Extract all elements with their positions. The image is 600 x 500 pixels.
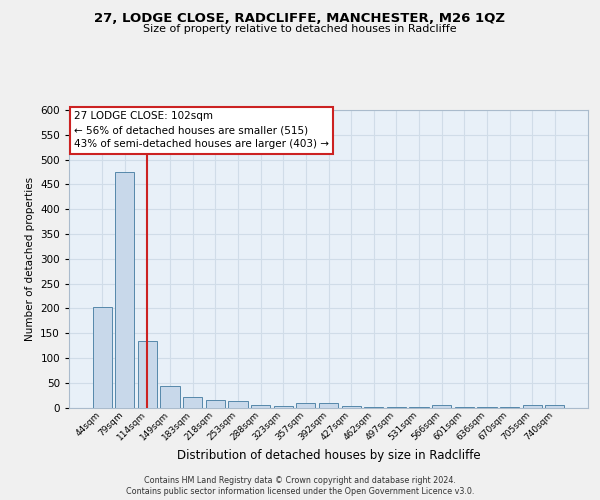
Bar	[115, 172, 134, 408]
Bar	[138, 340, 157, 407]
Bar	[229, 401, 248, 407]
Bar	[523, 405, 542, 407]
Bar	[296, 402, 316, 407]
Text: 27 LODGE CLOSE: 102sqm
← 56% of detached houses are smaller (515)
43% of semi-de: 27 LODGE CLOSE: 102sqm ← 56% of detached…	[74, 112, 329, 150]
Text: Contains HM Land Registry data © Crown copyright and database right 2024.: Contains HM Land Registry data © Crown c…	[144, 476, 456, 485]
Bar	[477, 406, 497, 408]
Bar	[500, 406, 519, 408]
Bar	[274, 406, 293, 407]
Bar	[251, 405, 270, 407]
Bar	[160, 386, 180, 407]
Bar	[183, 396, 202, 407]
Bar	[341, 406, 361, 407]
Bar	[364, 406, 383, 408]
Bar	[319, 402, 338, 407]
Y-axis label: Number of detached properties: Number of detached properties	[25, 176, 35, 341]
Bar	[92, 307, 112, 408]
Text: Size of property relative to detached houses in Radcliffe: Size of property relative to detached ho…	[143, 24, 457, 34]
Bar	[545, 405, 565, 407]
Bar	[387, 406, 406, 408]
Bar	[409, 406, 428, 408]
Bar	[455, 406, 474, 408]
Bar	[432, 405, 451, 407]
Bar	[206, 400, 225, 407]
X-axis label: Distribution of detached houses by size in Radcliffe: Distribution of detached houses by size …	[176, 450, 481, 462]
Text: Contains public sector information licensed under the Open Government Licence v3: Contains public sector information licen…	[126, 487, 474, 496]
Text: 27, LODGE CLOSE, RADCLIFFE, MANCHESTER, M26 1QZ: 27, LODGE CLOSE, RADCLIFFE, MANCHESTER, …	[95, 12, 505, 26]
